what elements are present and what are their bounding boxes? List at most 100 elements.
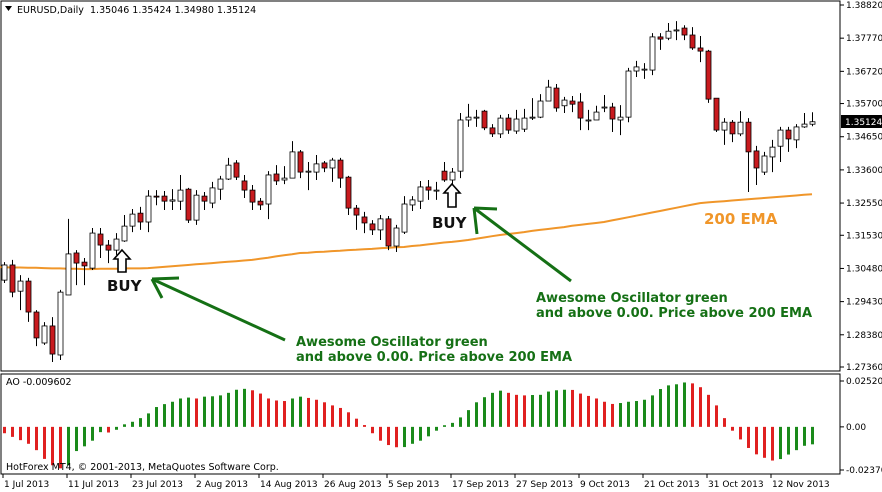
time-tick-label: 21 Oct 2013 (644, 480, 700, 490)
ao-bar (611, 403, 614, 427)
candle (81, 258, 88, 286)
ao-tick-label: 0.00 (846, 423, 866, 433)
candle-body-bull (409, 199, 416, 206)
candle-body-bear (49, 325, 56, 355)
candle-body-bear (33, 311, 40, 339)
price-tick-label: 1.38820 (846, 1, 882, 11)
candle-body-bull (281, 177, 288, 181)
candle (745, 118, 752, 193)
ao-bar (115, 426, 118, 430)
candle-body-bull (649, 36, 656, 71)
candle (465, 103, 472, 127)
ao-bar (603, 401, 606, 427)
candle (305, 161, 312, 191)
candle-body-bull (41, 325, 48, 344)
symbol-label: EURUSD,Daily (17, 5, 84, 16)
candle-body-bull (457, 119, 464, 172)
candle (657, 33, 664, 50)
candle (625, 67, 632, 123)
price-tick-label: 1.30480 (846, 264, 882, 274)
candle (569, 95, 576, 113)
ao-bar (787, 426, 790, 455)
ao-bar (731, 426, 734, 431)
candle-body-bear (249, 189, 256, 203)
candle-body-bull (593, 111, 600, 121)
candle-body-bear (201, 195, 208, 202)
ao-bar (307, 397, 310, 427)
ao-bar (707, 394, 710, 427)
candle-body-bear (185, 188, 192, 221)
candle (633, 60, 640, 78)
ao-bar (99, 426, 102, 433)
ao-bar (83, 426, 86, 447)
candle-body-bull (497, 117, 504, 135)
candle-body-bull (329, 159, 336, 169)
ao-bar (163, 404, 166, 427)
buy-label-2: BUY (432, 214, 468, 232)
ao-bar (563, 389, 566, 427)
price-axis: 1.38820 1.37770 1.36720 1.35700 1.34650 1.336… (840, 1, 882, 373)
ao-bar (483, 397, 486, 427)
candle (25, 277, 32, 322)
symbol-dropdown-icon[interactable] (5, 6, 12, 11)
candle (409, 196, 416, 211)
candle (105, 240, 112, 264)
candle (369, 220, 376, 235)
ao-bar (331, 405, 334, 427)
candle-body-bear (753, 150, 760, 169)
candle-body-bull (625, 70, 632, 118)
time-tick-label: 17 Sep 2013 (452, 480, 509, 490)
candle (73, 250, 80, 286)
candle (785, 126, 792, 152)
candle (425, 179, 432, 200)
candle (753, 145, 760, 186)
time-tick-label: 2 Aug 2013 (196, 480, 248, 490)
candle (177, 174, 184, 211)
ao-bar (387, 426, 390, 446)
candle (721, 118, 728, 145)
candle-body-bull (209, 187, 216, 204)
ao-bar (59, 426, 62, 469)
candle-body-bear (729, 121, 736, 135)
price-tick-label: 1.37770 (846, 34, 882, 44)
price-tick-label: 1.32550 (846, 199, 882, 209)
candle-body-bear (489, 127, 496, 135)
price-panel (0, 0, 841, 372)
candle (729, 119, 736, 143)
ao-bar (299, 396, 302, 427)
ao-bar (403, 426, 406, 448)
candle (97, 228, 104, 259)
candle (641, 63, 648, 79)
candle-body-bull (313, 163, 320, 173)
ao-bar (19, 426, 22, 441)
ohlc-readout: 1.35046 1.35424 1.34980 1.35124 (90, 5, 256, 16)
candle-body-bear (337, 159, 344, 179)
ao-bar (203, 396, 206, 427)
candle-body-bear (369, 223, 376, 231)
ao-bar (587, 395, 590, 427)
ao-bar (171, 401, 174, 427)
ao-bar (795, 426, 798, 451)
ao-bar (739, 426, 742, 440)
ao-tick-label: 0.025207 (846, 377, 882, 387)
candle-body-bull (665, 30, 672, 39)
candle (145, 190, 152, 233)
candle (241, 174, 248, 199)
candle-body-bear (713, 97, 720, 131)
candle (321, 161, 328, 173)
candle-body-bear (577, 101, 584, 119)
candle-body-bull (537, 100, 544, 118)
ao-bar (803, 426, 806, 446)
candle (33, 310, 40, 347)
candle-body-bear (697, 47, 704, 52)
ao-bar (539, 394, 542, 427)
candle (169, 189, 176, 211)
candle-body-bear (297, 151, 304, 173)
price-tick-label: 1.35700 (846, 100, 882, 110)
candle (121, 215, 128, 242)
ao-bar (779, 426, 782, 460)
ao-axis: 0.025207 0.00 -0.023706 (840, 377, 882, 476)
candle (457, 113, 464, 179)
ao-bar (235, 389, 238, 427)
